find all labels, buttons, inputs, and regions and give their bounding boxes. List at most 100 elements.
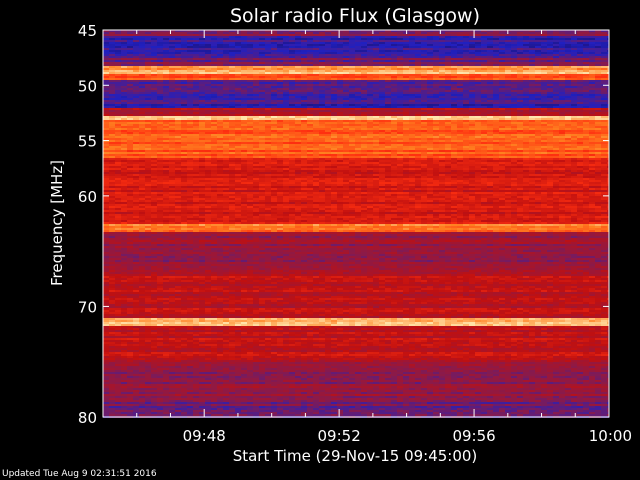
heatmap-cell [271,144,277,146]
heatmap-cell [457,124,463,126]
heatmap-cell [169,50,175,52]
heatmap-cell [469,92,475,94]
heatmap-cell [529,104,535,106]
heatmap-cell [133,30,139,32]
heatmap-cell [229,54,235,56]
heatmap-cell [469,124,475,126]
heatmap-cell [469,80,475,82]
heatmap-cell [481,88,487,90]
heatmap-cell [331,68,337,70]
heatmap-cell [409,138,415,140]
heatmap-cell [427,62,433,64]
heatmap-cell [505,136,511,138]
heatmap-cell [421,52,427,54]
heatmap-cell [295,82,301,84]
heatmap-cell [529,58,535,60]
heatmap-cell [283,30,289,32]
heatmap-cell [145,104,151,106]
heatmap-cell [373,118,379,120]
heatmap-cell [403,68,409,70]
heatmap-cell [121,58,127,60]
heatmap-cell [355,88,361,90]
heatmap-cell [199,110,205,112]
heatmap-cell [157,124,163,126]
heatmap-cell [265,48,271,50]
heatmap-cell [541,50,547,52]
heatmap-cell [415,50,421,52]
heatmap-cell [169,132,175,134]
heatmap-cell [241,82,247,84]
heatmap-cell [283,86,289,88]
heatmap-cell [433,38,439,40]
heatmap-cell [253,60,259,62]
heatmap-cell [145,132,151,134]
heatmap-cell [553,76,559,78]
heatmap-cell [607,46,609,48]
heatmap-cell [541,136,547,138]
heatmap-cell [385,134,391,136]
heatmap-cell [529,118,535,120]
heatmap-cell [271,124,277,126]
heatmap-cell [439,88,445,90]
heatmap-cell [547,38,553,40]
heatmap-cell [529,72,535,74]
heatmap-cell [157,126,163,128]
heatmap-cell [565,122,571,124]
heatmap-cell [409,34,415,36]
heatmap-cell [595,98,601,100]
heatmap-cell [343,92,349,94]
heatmap-cell [355,80,361,82]
heatmap-cell [247,120,253,122]
heatmap-cell [349,68,355,70]
heatmap-cell [379,138,385,140]
heatmap-cell [499,56,505,58]
heatmap-cell [301,104,307,106]
heatmap-cell [205,42,211,44]
heatmap-cell [343,140,349,142]
heatmap-cell [151,82,157,84]
heatmap-cell [499,120,505,122]
heatmap-cell [253,132,259,134]
heatmap-cell [391,116,397,118]
heatmap-cell [163,84,169,86]
heatmap-cell [343,64,349,66]
heatmap-cell [121,38,127,40]
heatmap-cell [361,140,367,142]
heatmap-cell [595,62,601,64]
heatmap-cell [553,134,559,136]
heatmap-cell [427,104,433,106]
heatmap-cell [445,142,451,144]
heatmap-cell [493,110,499,112]
heatmap-cell [109,60,115,62]
heatmap-cell [493,44,499,46]
heatmap-cell [499,84,505,86]
heatmap-cell [103,48,109,50]
heatmap-cell [163,82,169,84]
heatmap-cell [103,116,109,118]
heatmap-cell [505,60,511,62]
heatmap-cell [319,122,325,124]
heatmap-cell [421,70,427,72]
heatmap-cell [265,146,271,148]
heatmap-cell [529,44,535,46]
heatmap-cell [127,84,133,86]
heatmap-cell [181,100,187,102]
heatmap-cell [151,68,157,70]
heatmap-cell [109,50,115,52]
heatmap-cell [229,102,235,104]
heatmap-cell [403,88,409,90]
heatmap-cell [397,70,403,72]
heatmap-cell [163,120,169,122]
heatmap-cell [523,84,529,86]
heatmap-cell [271,142,277,144]
heatmap-cell [319,94,325,96]
heatmap-cell [307,50,313,52]
heatmap-cell [223,142,229,144]
heatmap-cell [391,42,397,44]
heatmap-cell [121,32,127,34]
heatmap-cell [595,116,601,118]
heatmap-cell [367,122,373,124]
heatmap-cell [223,104,229,106]
heatmap-cell [547,78,553,80]
heatmap-cell [325,88,331,90]
